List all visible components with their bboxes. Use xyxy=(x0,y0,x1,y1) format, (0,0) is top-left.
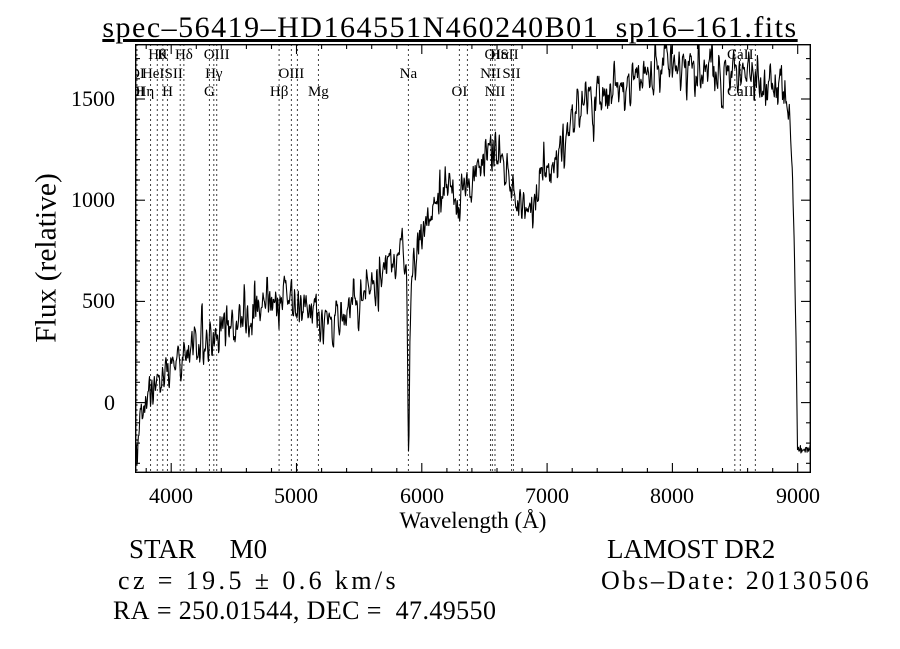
svg-text:Hβ: Hβ xyxy=(270,84,288,100)
svg-text:SII: SII xyxy=(502,66,520,82)
svg-text:SII: SII xyxy=(500,47,518,63)
svg-text:CaII: CaII xyxy=(727,84,754,100)
svg-text:H: H xyxy=(162,84,173,100)
svg-text:OIII: OIII xyxy=(278,66,304,82)
svg-text:SII: SII xyxy=(165,66,183,82)
svg-text:Hδ: Hδ xyxy=(175,47,193,63)
svg-text:OIII: OIII xyxy=(204,47,230,63)
svg-text:HeI: HeI xyxy=(142,66,165,82)
svg-text:CaII: CaII xyxy=(727,47,754,63)
svg-text:G: G xyxy=(204,84,215,100)
svg-text:Hγ: Hγ xyxy=(205,66,223,82)
svg-text:NII: NII xyxy=(485,84,506,100)
svg-text:K: K xyxy=(157,47,168,63)
svg-text:Hη: Hη xyxy=(136,84,155,100)
svg-text:Na: Na xyxy=(400,66,418,82)
svg-text:NII: NII xyxy=(480,66,501,82)
svg-text:Mg: Mg xyxy=(308,84,329,100)
svg-text:OI: OI xyxy=(451,84,467,100)
